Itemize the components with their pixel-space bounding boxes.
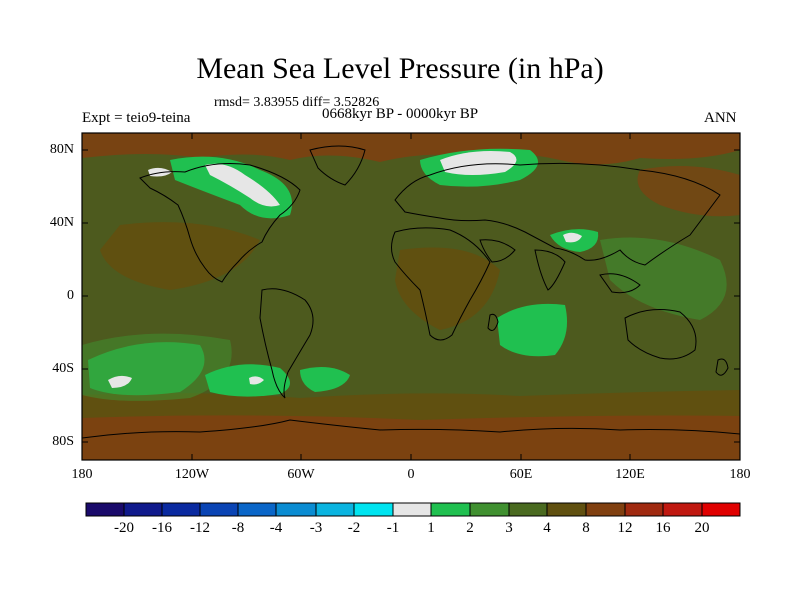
coast-arabia: [479, 239, 516, 263]
coast-africa: [391, 227, 491, 341]
contour-1-tibet-ice: [563, 232, 582, 243]
colorbar-label: -3: [309, 520, 323, 536]
colorbar-label: -12: [190, 520, 210, 536]
contour-2-south-atlantic: [300, 366, 350, 392]
colorbar-label: -8: [231, 520, 245, 536]
lat-ticks: [82, 149, 740, 443]
colorbar-box-5: [275, 502, 317, 517]
lat-label-0: 0: [67, 288, 74, 303]
colorbar-box-9: [430, 502, 471, 517]
contour-12-north-pacific: [637, 166, 740, 217]
contour-1-canada-ice: [205, 163, 280, 207]
contour-1-scandinavia-ice: [440, 151, 517, 175]
contour-1-south-american-sector: [249, 376, 264, 385]
colorbar-label: 8: [582, 520, 590, 536]
colorbar-box-6: [315, 502, 355, 517]
lon-label-180e: 180: [729, 467, 751, 482]
colorbar-box-0: [85, 502, 125, 517]
colorbar: [85, 502, 741, 517]
chart-title: Mean Sea Level Pressure (in hPa): [196, 52, 604, 85]
coast-eurasia: [394, 162, 721, 266]
colorbar-box-8: [392, 502, 432, 517]
colorbar-label: -16: [152, 520, 172, 536]
colorbar-label: -2: [347, 520, 361, 536]
colorbar-box-10: [469, 502, 510, 517]
lat-label-40n: 40N: [49, 215, 74, 230]
lat-label-80n: 80N: [49, 142, 74, 157]
colorbar-box-2: [161, 502, 201, 517]
contour-8-africa: [395, 247, 500, 330]
lon-label-120e: 120E: [615, 467, 645, 482]
coast-southeast-asia: [599, 273, 641, 294]
colorbar-box-15: [662, 502, 703, 517]
colorbar-box-13: [585, 502, 626, 517]
coast-india: [534, 249, 566, 291]
lon-ticks: [81, 133, 741, 460]
colorbar-box-11: [508, 502, 548, 517]
lat-label-80s: 80S: [52, 434, 74, 449]
lon-label-180w: 180: [71, 467, 93, 482]
lat-label-40s: 40S: [52, 361, 74, 376]
coast-south-america: [259, 288, 314, 399]
colorbar-label: 20: [694, 520, 710, 536]
pressure-contours: [82, 133, 740, 460]
coastlines: [82, 145, 740, 439]
colorbar-box-1: [123, 502, 163, 517]
lon-label-60w: 60W: [287, 467, 315, 482]
colorbar-box-12: [546, 502, 587, 517]
experiment-label: Expt = teio9-teina: [82, 110, 191, 126]
colorbar-label: 16: [655, 520, 671, 536]
lon-label-60e: 60E: [509, 467, 533, 482]
colorbar-label: 12: [617, 520, 633, 536]
colorbar-label: 2: [466, 520, 474, 536]
coast-greenland: [309, 145, 366, 186]
contour-8-east-pacific: [100, 222, 260, 290]
colorbar-box-7: [353, 502, 394, 517]
colorbar-label: -1: [386, 520, 400, 536]
colorbar-label: -4: [269, 520, 283, 536]
contour-3-west-pacific: [600, 237, 727, 320]
lon-label-0: 0: [407, 467, 415, 482]
contour-12-band-south: [82, 415, 740, 460]
colorbar-box-3: [199, 502, 239, 517]
contour-12-band-north: [82, 133, 740, 165]
colorbar-label: 1: [427, 520, 435, 536]
coast-australia: [624, 309, 697, 360]
map-field: [82, 133, 740, 460]
colorbar-label: 4: [543, 520, 551, 536]
coast-antarctica: [82, 419, 740, 439]
coast-madagascar: [487, 313, 499, 331]
colorbar-box-16: [701, 502, 741, 517]
stats-subtitle: rmsd= 3.83955 diff= 3.52826: [214, 95, 380, 110]
colorbar-label: -20: [114, 520, 134, 536]
lon-label-120w: 120W: [174, 467, 210, 482]
colorbar-label: 3: [505, 520, 513, 536]
coast-new-zealand: [715, 358, 729, 376]
colorbar-box-4: [237, 502, 277, 517]
coast-north-america: [139, 163, 301, 283]
contour-1-south-pacific: [108, 375, 132, 388]
season-label: ANN: [704, 110, 737, 126]
period-subtitle: 0668kyr BP - 0000kyr BP: [322, 106, 479, 122]
contour-2-south-indian: [497, 303, 568, 357]
contour-2-south-american-sector: [205, 364, 290, 397]
colorbar-box-14: [624, 502, 664, 517]
